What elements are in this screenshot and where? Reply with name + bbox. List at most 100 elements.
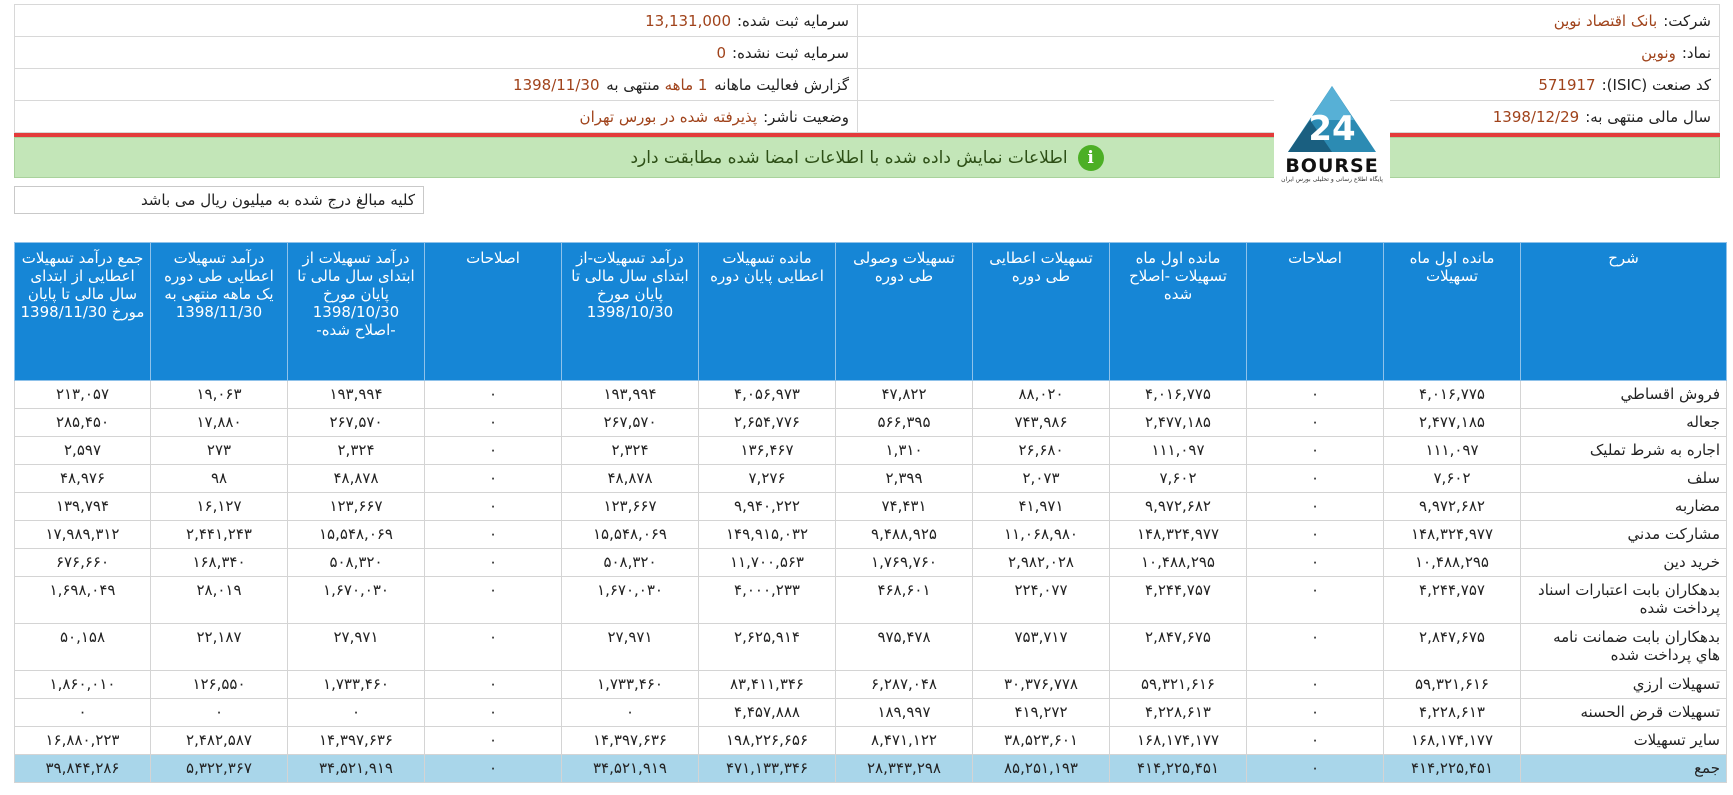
table-cell: ۲,۸۴۷,۶۷۵ [1109, 623, 1247, 671]
table-cell: ۱۱۱,۰۹۷ [1109, 436, 1247, 465]
table-cell: ۲,۴۷۷,۱۸۵ [1109, 408, 1247, 437]
table-cell: ۰ [561, 698, 699, 727]
table-cell: ۳۰,۳۷۶,۷۷۸ [972, 670, 1110, 699]
table-cell: ۱۹۸,۲۲۶,۶۵۶ [698, 726, 836, 755]
table-cell: ۲,۴۴۱,۲۴۳ [150, 520, 288, 549]
table-cell: ۰ [424, 520, 562, 549]
table-cell: ۸,۴۷۱,۱۲۲ [835, 726, 973, 755]
table-cell: ۴۱۹,۲۷۲ [972, 698, 1110, 727]
table-cell: ۴۸,۹۷۶ [14, 464, 151, 493]
table-cell: ۵۹,۳۲۱,۶۱۶ [1109, 670, 1247, 699]
capital-value: 13,131,000 [645, 11, 731, 30]
table-cell: ۰ [1246, 623, 1384, 671]
svg-text:24: 24 [1308, 109, 1355, 149]
company-field: شرکت:بانک اقتصاد نوین [857, 4, 1720, 37]
table-cell: ۲۲۴,۰۷۷ [972, 576, 1110, 624]
table-cell: ۴,۲۴۴,۷۵۷ [1109, 576, 1247, 624]
table-cell: ۸۳,۴۱۱,۳۴۶ [698, 670, 836, 699]
capital-field: سرمایه ثبت شده:13,131,000 [14, 4, 858, 37]
table-cell: ۷۴,۴۳۱ [835, 492, 973, 521]
company-value: بانک اقتصاد نوین [1553, 11, 1658, 30]
table-cell: ۹۷۵,۴۷۸ [835, 623, 973, 671]
column-header: درآمد تسهیلات-از ابتدای سال مالی تا پایا… [561, 242, 699, 381]
report-date: 1398/11/30 [513, 75, 600, 94]
table-cell: ۱,۷۶۹,۷۶۰ [835, 548, 973, 577]
table-cell: ۰ [1246, 548, 1384, 577]
table-cell: ۰ [1246, 464, 1384, 493]
table-cell: ۳۸,۵۲۳,۶۰۱ [972, 726, 1110, 755]
table-row: بدهکاران بابت اعتبارات اسناد پرداخت شده ۴… [14, 576, 1727, 624]
table-cell: ۱۹,۰۶۳ [150, 380, 288, 409]
table-cell: ۱۴,۳۹۷,۶۳۶ [561, 726, 699, 755]
table-cell: ۰ [1246, 726, 1384, 755]
unregistered-capital-value: 0 [716, 43, 727, 62]
table-cell: ۱۱۱,۰۹۷ [1383, 436, 1521, 465]
table-row: سلف ۷,۶۰۲ ۰ ۷,۶۰۲ ۲,۰۷۳ ۲,۳۹۹ ۷,۲۷۶ ۴۸,۸۷۸ ۰ ۴۸,۸… [14, 464, 1727, 493]
table-cell: ۷۴۳,۹۸۶ [972, 408, 1110, 437]
table-row: مضاربه ۹,۹۷۲,۶۸۲ ۰ ۹,۹۷۲,۶۸۲ ۴۱,۹۷۱ ۷۴,۴۳۱ ۹,۹… [14, 492, 1727, 521]
table-cell: ۰ [424, 548, 562, 577]
table-cell: ۴۷,۸۲۲ [835, 380, 973, 409]
table-cell: ۱۹۳,۹۹۴ [561, 380, 699, 409]
table-cell: ۹,۹۷۲,۶۸۲ [1109, 492, 1247, 521]
table-row: مشارکت مدني ۱۴۸,۳۲۴,۹۷۷ ۰ ۱۴۸,۳۲۴,۹۷۷ ۱۱,۰۶۸… [14, 520, 1727, 549]
table-cell: ۲,۳۲۴ [561, 436, 699, 465]
table-cell: ۱,۶۹۸,۰۴۹ [14, 576, 151, 624]
table-cell: ۰ [1246, 698, 1384, 727]
unit-note: کلیه مبالغ درج شده به میلیون ریال می باش… [14, 186, 424, 214]
table-row: ساير تسهيلات ۱۶۸,۱۷۴,۱۷۷ ۰ ۱۶۸,۱۷۴,۱۷۷ ۳۸,۵۲… [14, 726, 1727, 755]
table-cell: ۰ [424, 670, 562, 699]
table-cell: ۰ [1246, 576, 1384, 624]
table-cell: ۱,۸۶۰,۰۱۰ [14, 670, 151, 699]
column-header: تسهیلات وصولی طی دوره [835, 242, 973, 381]
table-cell: ۴,۰۱۶,۷۷۵ [1383, 380, 1521, 409]
table-cell: ۱۶۸,۱۷۴,۱۷۷ [1109, 726, 1247, 755]
table-row: تسهيلات قرض الحسنه ۴,۲۲۸,۶۱۳ ۰ ۴,۲۲۸,۶۱۳ ۴۱۹… [14, 698, 1727, 727]
table-cell: ۲,۸۴۷,۶۷۵ [1383, 623, 1521, 671]
table-cell: ۰ [424, 464, 562, 493]
column-header: درآمد تسهیلات اعطایی طی دوره یک ماهه منت… [150, 242, 288, 381]
table-cell: ۵۹,۳۲۱,۶۱۶ [1383, 670, 1521, 699]
table-cell: ۰ [424, 623, 562, 671]
table-cell: ۲۱۳,۰۵۷ [14, 380, 151, 409]
table-cell: ۰ [1246, 492, 1384, 521]
table-cell: ۱,۷۳۳,۴۶۰ [561, 670, 699, 699]
table-cell: ۴,۴۵۷,۸۸۸ [698, 698, 836, 727]
table-row: اجاره به شرط تمليک ۱۱۱,۰۹۷ ۰ ۱۱۱,۰۹۷ ۲۶,۶۸۰ ۱… [14, 436, 1727, 465]
row-label: خريد دين [1520, 548, 1727, 577]
table-cell: ۱۵,۵۴۸,۰۶۹ [287, 520, 425, 549]
table-cell: ۱۳۶,۴۶۷ [698, 436, 836, 465]
table-cell: ۳۴,۵۲۱,۹۱۹ [561, 754, 699, 783]
table-cell: ۰ [1246, 520, 1384, 549]
bourse24-logo: 24 BOURSE پایگاه اطلاع رسانی و تحلیلی بو… [1274, 80, 1390, 185]
report-field: گزارش فعالیت ماهانه 1 ماهه منتهی به 1398… [14, 68, 858, 101]
logo-emblem-icon: 24 [1288, 86, 1376, 152]
table-cell: ۱۶۸,۱۷۴,۱۷۷ [1383, 726, 1521, 755]
table-cell: ۵۰۸,۳۲۰ [287, 548, 425, 577]
column-header: تسهیلات اعطایی طی دوره [972, 242, 1110, 381]
table-cell: ۰ [1246, 408, 1384, 437]
table-cell: ۱۰,۴۸۸,۲۹۵ [1109, 548, 1247, 577]
table-row: بدهکاران بابت ضمانت نامه هاي پرداخت شده ۲… [14, 623, 1727, 671]
table-cell: ۴,۰۵۶,۹۷۳ [698, 380, 836, 409]
table-cell: ۱۴۸,۳۲۴,۹۷۷ [1383, 520, 1521, 549]
table-cell: ۳۴,۵۲۱,۹۱۹ [287, 754, 425, 783]
table-cell: ۷۵۳,۷۱۷ [972, 623, 1110, 671]
table-cell: ۱,۷۳۳,۴۶۰ [287, 670, 425, 699]
table-row: جعاله ۲,۴۷۷,۱۸۵ ۰ ۲,۴۷۷,۱۸۵ ۷۴۳,۹۸۶ ۵۶۶,۳۹۵ ۲,… [14, 408, 1727, 437]
table-cell: ۷,۲۷۶ [698, 464, 836, 493]
table-cell: ۲۷۳ [150, 436, 288, 465]
table-cell: ۱۲۶,۵۵۰ [150, 670, 288, 699]
table-cell: ۹۸ [150, 464, 288, 493]
row-label: ساير تسهيلات [1520, 726, 1727, 755]
table-cell: ۲۶۷,۵۷۰ [287, 408, 425, 437]
isic-value: 571917 [1538, 75, 1596, 94]
table-cell: ۱,۶۷۰,۰۳۰ [561, 576, 699, 624]
table-cell: ۴۷۱,۱۳۳,۳۴۶ [698, 754, 836, 783]
table-cell: ۱۴۹,۹۱۵,۰۳۲ [698, 520, 836, 549]
table-cell: ۹,۹۷۲,۶۸۲ [1383, 492, 1521, 521]
table-cell: ۹,۹۴۰,۲۲۲ [698, 492, 836, 521]
table-cell: ۲۷,۹۷۱ [561, 623, 699, 671]
table-cell: ۱۲۳,۶۶۷ [287, 492, 425, 521]
table-cell: ۲۸۵,۴۵۰ [14, 408, 151, 437]
